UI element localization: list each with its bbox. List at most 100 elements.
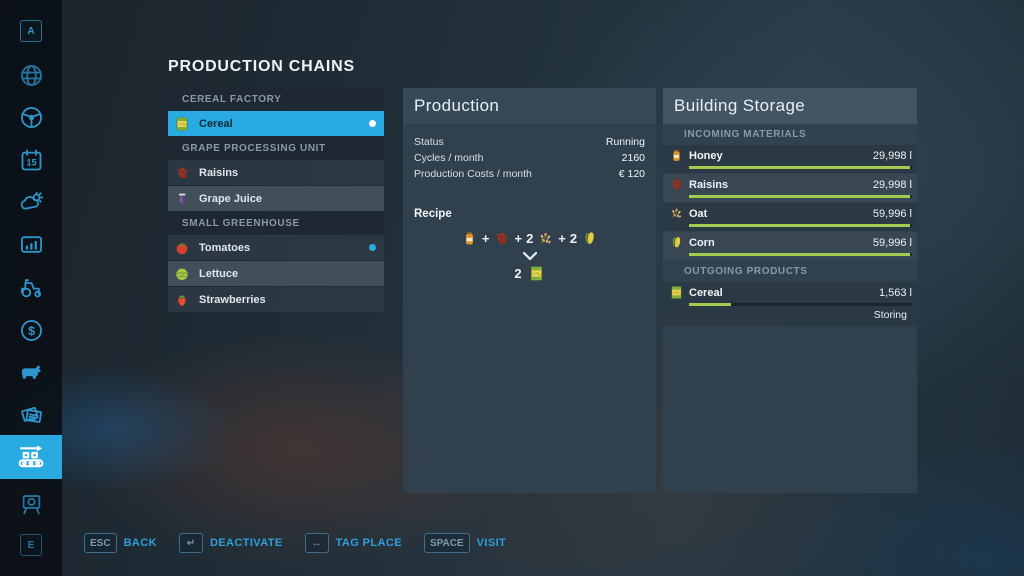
product-name: Cereal xyxy=(689,286,723,299)
cycles-value: 2160 xyxy=(621,152,645,164)
storage-row-honey: Honey 29,998 l xyxy=(663,145,917,173)
cycles-row: Cycles / month 2160 xyxy=(414,150,645,166)
material-name: Corn xyxy=(689,236,715,249)
storage-row-corn: Corn 59,996 l xyxy=(663,232,917,260)
sidebar-item-contracts[interactable] xyxy=(0,394,62,436)
svg-text:15: 15 xyxy=(26,157,36,167)
sidebar-item-animals[interactable] xyxy=(0,351,62,393)
oat-qty: 2 xyxy=(526,231,534,246)
corn-icon xyxy=(669,235,684,250)
recipe-result-arrow xyxy=(403,251,656,261)
cow-icon xyxy=(21,364,41,379)
storage-row-oat: Oat 59,996 l xyxy=(663,203,917,231)
chevron-down-icon xyxy=(522,251,538,261)
sidebar: A 15 xyxy=(0,0,62,576)
incoming-materials-header: INCOMING MATERIALS xyxy=(684,129,807,140)
oat-icon xyxy=(669,206,684,221)
group-header-cereal-factory: CEREAL FACTORY xyxy=(168,88,384,110)
e-key-icon: E xyxy=(20,534,42,556)
weather-icon xyxy=(20,191,43,210)
cycles-label: Cycles / month xyxy=(414,152,484,164)
fill-bar xyxy=(689,224,912,227)
production-panel-title: Production xyxy=(403,88,656,124)
sidebar-item-calendar[interactable]: 15 xyxy=(0,139,62,181)
production-chains-list: CEREAL FACTORY Cereal GRAPE PROCESSING U… xyxy=(168,88,384,313)
visit-button[interactable]: SPACE VISIT xyxy=(423,533,507,553)
product-status: Storing xyxy=(873,309,907,321)
chain-item-label: Cereal xyxy=(199,117,233,130)
sidebar-item-presentation[interactable] xyxy=(0,483,62,525)
fill-bar xyxy=(689,195,912,198)
lettuce-icon xyxy=(174,266,190,282)
calendar-icon: 15 xyxy=(21,148,41,170)
grape-juice-icon xyxy=(174,191,190,207)
storage-row-raisins: Raisins 29,998 l xyxy=(663,174,917,202)
globe-icon xyxy=(20,64,42,86)
cereal-icon xyxy=(174,116,190,132)
tractor-icon xyxy=(20,278,41,297)
status-label: Status xyxy=(414,136,444,148)
deactivate-button[interactable]: ↵ DEACTIVATE xyxy=(178,533,283,553)
corn-qty: 2 xyxy=(569,231,578,246)
a-key-icon: A xyxy=(20,20,42,42)
chain-item-grape-juice[interactable]: Grape Juice xyxy=(168,186,384,211)
raisins-icon xyxy=(669,177,684,192)
building-storage-panel: Building Storage INCOMING MATERIALS Hone… xyxy=(663,88,917,493)
output-qty: 2 xyxy=(514,266,522,281)
oat-icon xyxy=(537,230,554,247)
chain-item-label: Tomatoes xyxy=(199,241,251,254)
sidebar-item-interact[interactable]: E xyxy=(0,524,62,566)
presentation-board-icon xyxy=(22,494,40,514)
sidebar-item-statistics[interactable] xyxy=(0,223,62,265)
chain-item-label: Grape Juice xyxy=(199,192,262,205)
sidebar-item-map[interactable] xyxy=(0,54,62,96)
chain-item-label: Lettuce xyxy=(199,267,239,280)
tag-place-label: TAG PLACE xyxy=(335,537,402,549)
active-dot xyxy=(369,120,376,127)
fill-bar xyxy=(689,253,912,256)
deactivate-label: DEACTIVATE xyxy=(209,537,283,549)
corn-icon xyxy=(581,230,598,247)
chain-item-strawberries[interactable]: Strawberries xyxy=(168,287,384,312)
storage-row-cereal: Cereal 1,563 l Storing xyxy=(663,282,917,326)
tomato-icon xyxy=(174,240,190,256)
back-button[interactable]: ESC BACK xyxy=(84,533,157,553)
material-name: Honey xyxy=(689,149,723,162)
cards-icon xyxy=(20,406,42,423)
raisins-icon xyxy=(493,230,510,247)
production-info: Status Running Cycles / month 2160 Produ… xyxy=(403,124,656,182)
fill-bar xyxy=(689,303,912,306)
chain-item-tomatoes[interactable]: Tomatoes xyxy=(168,235,384,260)
chain-item-label: Strawberries xyxy=(199,293,266,306)
recipe-label: Recipe xyxy=(414,208,452,220)
material-amount: 29,998 l xyxy=(872,149,912,162)
chain-item-cereal[interactable]: Cereal xyxy=(168,111,384,136)
plus-sign: + xyxy=(558,231,566,246)
visit-label: VISIT xyxy=(476,537,507,549)
chain-item-lettuce[interactable]: Lettuce xyxy=(168,261,384,286)
sidebar-item-help[interactable]: A xyxy=(0,10,62,52)
sidebar-item-production-chains[interactable] xyxy=(0,435,62,479)
raisins-icon xyxy=(174,165,190,181)
enter-key-icon: ↵ xyxy=(178,533,203,553)
chain-item-raisins[interactable]: Raisins xyxy=(168,160,384,185)
material-amount: 59,996 l xyxy=(872,236,912,249)
dollar-circle-icon: $ xyxy=(20,319,42,341)
sidebar-item-weather[interactable] xyxy=(0,181,62,223)
group-header-grape-processing: GRAPE PROCESSING UNIT xyxy=(168,137,384,159)
storage-panel-title: Building Storage xyxy=(663,88,917,124)
status-row: Status Running xyxy=(414,134,645,150)
tag-place-button[interactable]: ↔ TAG PLACE xyxy=(304,533,402,553)
production-panel: Production Status Running Cycles / month… xyxy=(403,88,656,493)
status-value: Running xyxy=(605,136,645,148)
back-label: BACK xyxy=(123,537,157,549)
plus-sign: + xyxy=(481,231,490,246)
costs-row: Production Costs / month € 120 xyxy=(414,166,645,182)
sidebar-item-garage[interactable] xyxy=(0,266,62,308)
sidebar-item-vehicles[interactable] xyxy=(0,96,62,138)
sidebar-item-finances[interactable]: $ xyxy=(0,309,62,351)
steering-wheel-icon xyxy=(20,106,42,128)
cereal-icon xyxy=(669,285,684,300)
space-key-icon: SPACE xyxy=(423,533,470,553)
